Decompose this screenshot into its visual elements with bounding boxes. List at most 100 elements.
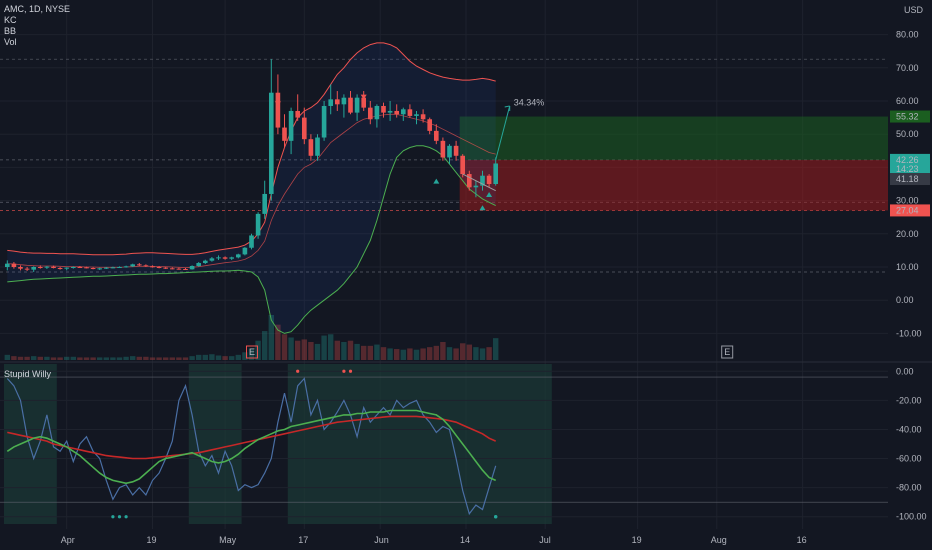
candle-body[interactable] (328, 99, 334, 106)
y-tick-label: 80.00 (896, 30, 919, 40)
candle-body[interactable] (51, 266, 56, 268)
candle-body[interactable] (31, 267, 37, 270)
candle-body[interactable] (169, 268, 175, 270)
candle-body[interactable] (222, 257, 228, 259)
volume-bar (189, 356, 195, 360)
willy-signal-line (6, 409, 497, 485)
candle-body[interactable] (117, 267, 122, 268)
candle-body[interactable] (308, 139, 314, 156)
candle-body[interactable] (64, 267, 70, 269)
candle-body[interactable] (176, 268, 182, 270)
indicator-kc-label[interactable]: KC (4, 15, 17, 25)
candle-body[interactable] (493, 163, 499, 184)
candle-body[interactable] (4, 263, 10, 267)
close-price-tag: 41.18 (896, 174, 919, 184)
oscillator-signal-dot (494, 515, 498, 519)
currency-label: USD (904, 5, 924, 15)
candle-body[interactable] (242, 247, 248, 255)
candle-body[interactable] (24, 268, 30, 270)
candle-body[interactable] (136, 264, 142, 266)
candle-body[interactable] (262, 193, 268, 214)
candle-body[interactable] (361, 97, 367, 108)
candle-body[interactable] (282, 127, 287, 141)
candle-body[interactable] (130, 264, 136, 267)
candle-body[interactable] (447, 145, 452, 158)
candle-body[interactable] (37, 267, 43, 268)
symbol-label[interactable]: AMC, 1D, NYSE (4, 4, 71, 14)
candle-body[interactable] (381, 105, 386, 113)
candle-body[interactable] (407, 109, 413, 116)
candle-body[interactable] (387, 110, 393, 113)
indicator-vol-label[interactable]: Vol (4, 37, 17, 47)
candle-body[interactable] (288, 110, 294, 141)
candle-body[interactable] (229, 257, 235, 259)
candle-body[interactable] (374, 105, 380, 120)
candle-body[interactable] (394, 110, 400, 115)
candle-body[interactable] (367, 107, 373, 120)
candle-body[interactable] (453, 145, 459, 156)
candle-body[interactable] (400, 109, 406, 115)
candle-body[interactable] (321, 105, 327, 138)
candle-body[interactable] (123, 266, 129, 268)
candle-body[interactable] (235, 254, 241, 258)
candle-body[interactable] (354, 97, 360, 113)
candle-body[interactable] (414, 114, 419, 116)
candle-body[interactable] (334, 99, 340, 105)
candle-body[interactable] (473, 185, 479, 188)
candle-body[interactable] (77, 267, 83, 268)
volume-bar (255, 340, 261, 360)
candle-body[interactable] (163, 267, 169, 269)
candle-body[interactable] (275, 92, 281, 128)
candle-body[interactable] (196, 263, 202, 267)
candle-body[interactable] (216, 257, 221, 259)
candle-body[interactable] (427, 119, 433, 131)
candle-body[interactable] (84, 267, 89, 269)
candle-body[interactable] (202, 260, 208, 264)
earnings-marker-box[interactable] (246, 345, 258, 359)
candle-body[interactable] (156, 267, 162, 268)
candle-body[interactable] (183, 268, 188, 270)
candle-body[interactable] (143, 265, 149, 267)
candle-body[interactable] (150, 266, 155, 268)
candle-body[interactable] (18, 267, 23, 269)
candle-body[interactable] (486, 175, 492, 184)
candle-body[interactable] (57, 267, 63, 269)
indicator-bb-label[interactable]: BB (4, 26, 17, 36)
volume-bar (427, 347, 433, 360)
stop-zone[interactable] (459, 159, 888, 211)
candle-body[interactable] (70, 267, 76, 268)
candle-body[interactable] (440, 140, 446, 158)
candle-body[interactable] (466, 174, 472, 188)
volume-bar (169, 357, 175, 360)
candle-body[interactable] (209, 258, 215, 261)
candle-body[interactable] (255, 213, 261, 236)
volume-bar (453, 348, 459, 360)
volume-bar (235, 354, 241, 360)
candle-body[interactable] (249, 235, 254, 248)
candle-body[interactable] (341, 97, 347, 105)
candle-body[interactable] (433, 130, 439, 141)
candle-body[interactable] (315, 137, 320, 156)
target-zone[interactable] (459, 116, 888, 160)
candle-body[interactable] (480, 175, 485, 186)
candle-body[interactable] (301, 117, 307, 140)
earnings-marker-box[interactable] (721, 345, 734, 359)
candle-body[interactable] (97, 268, 103, 270)
volume-bar (328, 334, 334, 360)
volume-bar (380, 347, 387, 360)
candle-body[interactable] (268, 92, 274, 194)
candle-body[interactable] (110, 267, 116, 269)
candle-body[interactable] (11, 263, 17, 267)
y-tick-label: 30.00 (896, 196, 919, 206)
candle-body[interactable] (103, 267, 109, 269)
candle-body[interactable] (90, 267, 96, 269)
close-price-tag-bg (890, 173, 930, 186)
candle-body[interactable] (348, 97, 353, 113)
lower-pane-title[interactable]: Stupid Willy (4, 369, 52, 379)
candle-body[interactable] (420, 114, 426, 120)
candle-body[interactable] (44, 266, 50, 268)
candle-body[interactable] (189, 266, 195, 270)
candle-body[interactable] (295, 110, 301, 118)
candle-body[interactable] (460, 155, 466, 175)
